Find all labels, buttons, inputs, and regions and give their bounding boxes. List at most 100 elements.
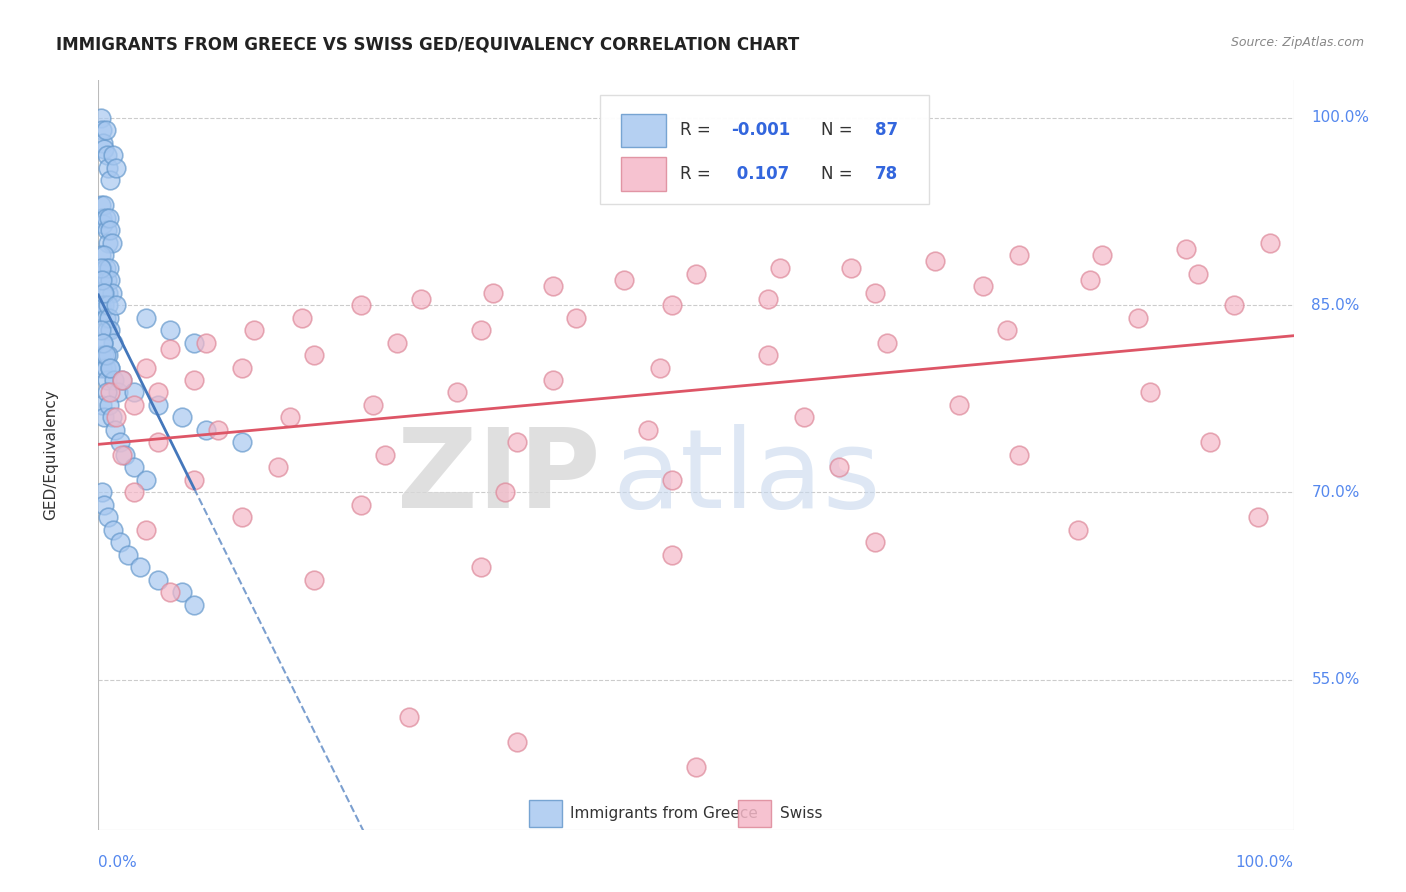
Point <box>100 285 122 300</box>
Text: 87: 87 <box>876 121 898 139</box>
Text: Source: ZipAtlas.com: Source: ZipAtlas.com <box>1230 36 1364 49</box>
Point <box>117 548 139 562</box>
Point <box>1091 248 1114 262</box>
Text: ZIP: ZIP <box>396 424 600 531</box>
Point <box>94 211 117 225</box>
Point <box>661 548 683 562</box>
Text: 85.0%: 85.0% <box>1312 298 1360 312</box>
Point <box>90 248 112 262</box>
Text: N =: N = <box>821 165 853 183</box>
Point <box>650 360 672 375</box>
Point <box>91 267 114 281</box>
Point <box>183 598 205 612</box>
Point <box>183 473 205 487</box>
Text: R =: R = <box>681 165 717 183</box>
Text: 0.0%: 0.0% <box>98 855 138 870</box>
Point <box>97 348 120 362</box>
Point <box>91 260 114 275</box>
Point <box>105 161 128 175</box>
Point <box>124 398 146 412</box>
Point <box>769 260 792 275</box>
Point <box>98 260 121 275</box>
Point <box>541 279 564 293</box>
Point <box>98 211 121 225</box>
Point <box>207 423 229 437</box>
Text: 70.0%: 70.0% <box>1312 485 1360 500</box>
Point <box>267 460 290 475</box>
Point <box>948 398 970 412</box>
Point <box>470 560 492 574</box>
Point <box>100 235 122 250</box>
Point <box>446 385 468 400</box>
Point <box>1199 435 1222 450</box>
Point <box>91 360 114 375</box>
Point <box>90 323 112 337</box>
Point <box>91 485 114 500</box>
Point <box>98 173 122 187</box>
Point <box>231 360 253 375</box>
Point <box>135 360 157 375</box>
Point <box>93 298 115 312</box>
Point <box>98 398 121 412</box>
Point <box>1187 267 1209 281</box>
Point <box>97 235 120 250</box>
Point <box>104 423 127 437</box>
Point <box>90 260 112 275</box>
Point <box>159 342 181 356</box>
Point <box>506 435 529 450</box>
Point <box>1258 235 1281 250</box>
Point <box>91 273 114 287</box>
Point <box>1067 523 1090 537</box>
Point <box>98 310 121 325</box>
Point <box>94 260 117 275</box>
Point <box>865 285 887 300</box>
Point <box>98 223 122 237</box>
Point <box>93 498 115 512</box>
Point <box>111 373 134 387</box>
Point <box>101 335 124 350</box>
Point <box>93 198 115 212</box>
Point <box>350 498 373 512</box>
Point <box>91 335 114 350</box>
Text: 100.0%: 100.0% <box>1236 855 1294 870</box>
Point <box>541 373 564 387</box>
Point <box>172 410 194 425</box>
Point <box>183 373 205 387</box>
Point <box>685 760 707 774</box>
Point <box>231 510 253 524</box>
Point <box>482 285 505 300</box>
Point <box>793 410 815 425</box>
Point <box>876 335 898 350</box>
Point <box>231 435 253 450</box>
Point <box>841 260 863 275</box>
Point <box>98 323 122 337</box>
Point <box>411 292 433 306</box>
Point <box>96 373 118 387</box>
Point <box>91 211 114 225</box>
Text: -0.001: -0.001 <box>731 121 790 139</box>
Point <box>756 348 779 362</box>
Point <box>685 267 707 281</box>
Point <box>124 460 146 475</box>
Point <box>90 348 112 362</box>
Point <box>111 373 134 387</box>
Point <box>97 510 120 524</box>
Point <box>1008 248 1031 262</box>
Point <box>108 435 131 450</box>
Point <box>385 335 409 350</box>
Point <box>90 298 112 312</box>
Point <box>93 285 115 300</box>
Point <box>637 423 659 437</box>
Point <box>398 710 420 724</box>
Point <box>97 298 120 312</box>
Point <box>135 310 157 325</box>
Point <box>302 348 325 362</box>
FancyBboxPatch shape <box>620 113 666 147</box>
Point <box>96 385 118 400</box>
Point <box>111 448 134 462</box>
Text: GED/Equivalency: GED/Equivalency <box>44 390 58 520</box>
Point <box>506 735 529 749</box>
Point <box>114 448 136 462</box>
Point <box>135 523 157 537</box>
Point <box>94 123 117 137</box>
